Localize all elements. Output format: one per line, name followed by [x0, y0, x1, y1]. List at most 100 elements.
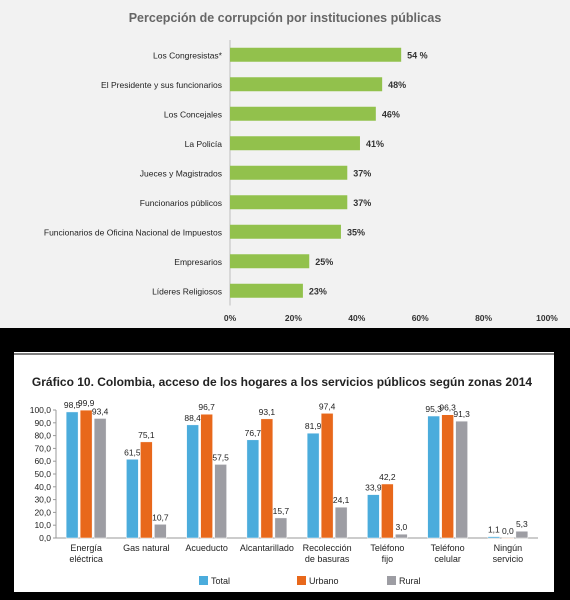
category-label: Recolección: [303, 543, 352, 553]
y-tick-label: 50,0: [34, 469, 51, 479]
category-label: Ningún: [494, 543, 523, 553]
category-label: Líderes Religiosos: [152, 286, 222, 296]
data-label: 24,1: [333, 495, 350, 505]
bar: [230, 224, 341, 239]
data-label: 3,0: [395, 522, 407, 532]
bar: [367, 494, 380, 539]
data-label: 76,7: [245, 428, 262, 438]
y-tick-label: 10,0: [34, 520, 51, 530]
data-label: 5,3: [516, 519, 528, 529]
data-label: 33,9: [365, 483, 382, 493]
data-label: 99,9: [78, 398, 95, 408]
data-label: 98,5: [64, 400, 81, 410]
bar: [230, 165, 348, 180]
data-label: 88,4: [184, 413, 201, 423]
category-label: Gas natural: [123, 543, 170, 553]
x-tick-label: 60%: [412, 313, 429, 323]
y-tick-label: 70,0: [34, 443, 51, 453]
bar: [260, 418, 274, 539]
services-chart-panel: Gráfico 10. Colombia, acceso de los hoga…: [14, 352, 554, 592]
data-label: 57,5: [212, 452, 229, 462]
data-label: 15,7: [273, 506, 290, 516]
category-label: Teléfono: [431, 543, 465, 553]
category-label: Acueducto: [185, 543, 228, 553]
bar: [230, 254, 310, 269]
data-label: 97,4: [319, 401, 336, 411]
bar: [381, 483, 394, 539]
data-label: 1,1: [488, 525, 500, 535]
category-label: El Presidente y sus funcionarios: [101, 80, 222, 90]
chart-title: Percepción de corrupción por institucion…: [129, 11, 442, 25]
bar: [455, 420, 468, 539]
y-tick-label: 60,0: [34, 456, 51, 466]
y-tick-label: 100,0: [30, 405, 52, 415]
x-tick-label: 40%: [348, 313, 365, 323]
x-tick-label: 20%: [285, 313, 302, 323]
bar: [515, 530, 529, 539]
x-tick-label: 80%: [475, 313, 492, 323]
bar: [487, 536, 501, 539]
data-label: 54 %: [407, 50, 428, 60]
bar: [154, 524, 167, 539]
data-label: 95,3: [425, 404, 442, 414]
bar: [306, 432, 320, 539]
data-label: 91,3: [453, 409, 470, 419]
y-tick-label: 80,0: [34, 431, 51, 441]
data-label: 46%: [382, 109, 400, 119]
category-label: servicio: [493, 554, 524, 564]
services-bar-chart: Gráfico 10. Colombia, acceso de los hoga…: [14, 353, 554, 586]
bar: [395, 533, 408, 539]
bar: [501, 537, 515, 539]
category-label: eléctrica: [69, 554, 103, 564]
y-tick-label: 30,0: [34, 495, 51, 505]
legend-swatch: [297, 576, 306, 585]
data-label: 35%: [347, 227, 365, 237]
category-label: Los Concejales: [164, 109, 222, 119]
legend-swatch: [387, 576, 396, 585]
data-label: 81,9: [305, 421, 322, 431]
bar: [140, 441, 153, 539]
data-label: 61,5: [124, 447, 141, 457]
bar: [427, 415, 440, 539]
bar: [320, 413, 334, 539]
bar: [274, 517, 288, 539]
legend-swatch: [199, 576, 208, 585]
bar: [230, 106, 376, 121]
bar: [441, 414, 454, 539]
corruption-bar-chart: Percepción de corrupción por institucion…: [44, 11, 558, 323]
data-label: 75,1: [138, 430, 155, 440]
chart-title: Gráfico 10. Colombia, acceso de los hoga…: [32, 375, 533, 389]
x-tick-label: 0%: [224, 313, 237, 323]
y-tick-label: 90,0: [34, 418, 51, 428]
data-label: 0,0: [502, 526, 514, 536]
bar: [230, 47, 402, 62]
category-label: de basuras: [305, 554, 350, 564]
category-label: celular: [434, 554, 461, 564]
category-label: Empresarios: [174, 257, 222, 267]
legend-label: Urbano: [309, 576, 339, 586]
data-label: 93,1: [259, 407, 276, 417]
category-label: La Policía: [185, 139, 223, 149]
bar: [246, 439, 260, 539]
bar: [214, 464, 227, 539]
y-tick-label: 40,0: [34, 482, 51, 492]
bar: [79, 409, 93, 539]
data-label: 96,7: [198, 402, 215, 412]
bar: [230, 77, 383, 92]
category-label: Funcionarios públicos: [140, 198, 222, 208]
data-label: 41%: [366, 139, 384, 149]
data-label: 25%: [315, 257, 333, 267]
bar: [230, 283, 303, 298]
data-label: 23%: [309, 286, 327, 296]
data-label: 96,3: [439, 403, 456, 413]
bar: [93, 418, 107, 539]
y-tick-label: 0,0: [39, 533, 51, 543]
bar: [230, 195, 348, 210]
bar: [334, 506, 348, 539]
data-label: 37%: [353, 168, 371, 178]
corruption-chart-panel: Percepción de corrupción por institucion…: [0, 0, 570, 328]
category-label: Teléfono: [370, 543, 404, 553]
data-label: 42,2: [379, 472, 396, 482]
category-label: Jueces y Magistrados: [140, 168, 222, 178]
legend-label: Rural: [399, 576, 421, 586]
